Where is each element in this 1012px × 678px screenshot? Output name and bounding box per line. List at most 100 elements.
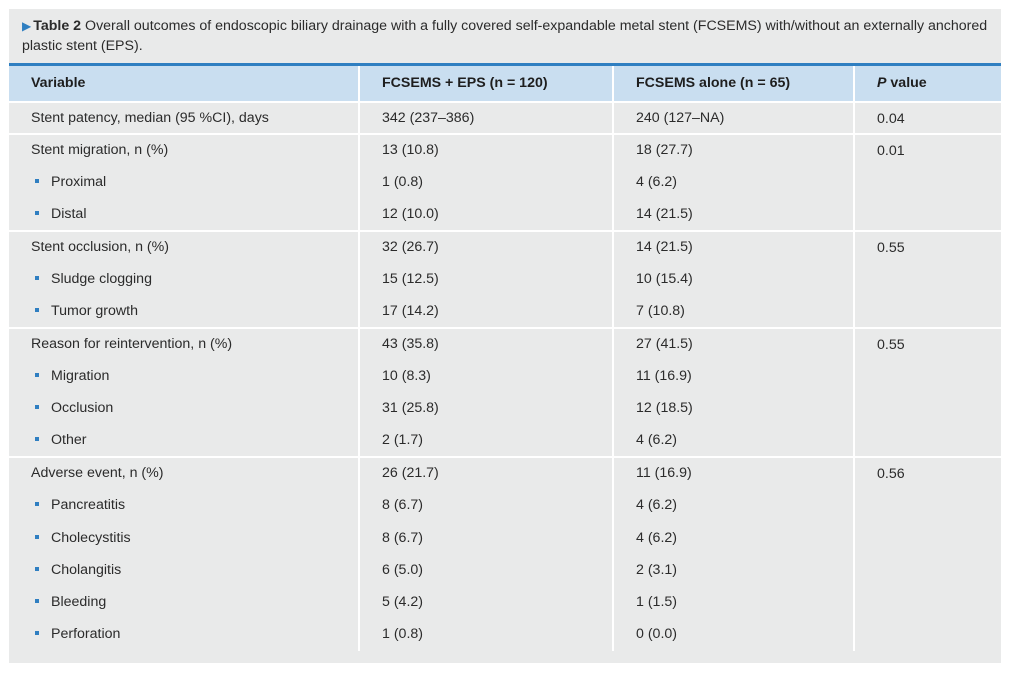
table-subrow: Cholangitis 6 (5.0) 2 (3.1) <box>9 553 1001 586</box>
row-p-value: 0.55 <box>853 326 1001 457</box>
subrow-fcsems-alone-value: 4 (6.2) <box>612 489 854 522</box>
subrow-fcsems-eps-value: 8 (6.7) <box>358 521 613 554</box>
row-fcsems-eps-value: 13 (10.8) <box>358 132 613 167</box>
bullet-icon <box>35 437 39 442</box>
subrow-label: Sludge clogging <box>51 271 152 288</box>
outcomes-table: Variable FCSEMS + EPS (n = 120) FCSEMS a… <box>9 63 1001 651</box>
row-fcsems-alone-value: 27 (41.5) <box>612 326 854 360</box>
table-row: Stent patency, median (95 %CI), days 342 … <box>9 100 1001 134</box>
subrow-fcsems-eps-value: 15 (12.5) <box>358 262 613 296</box>
table-subrow: Cholecystitis 8 (6.7) 4 (6.2) <box>9 521 1001 554</box>
subrow-fcsems-alone-value: 4 (6.2) <box>612 166 854 199</box>
subrow-label: Perforation <box>51 626 121 643</box>
subrow-fcsems-eps-value: 8 (6.7) <box>358 489 613 522</box>
row-variable: Reason for reintervention, n (%) <box>9 326 359 360</box>
table-subrow: Occlusion 31 (25.8) 12 (18.5) <box>9 392 1001 425</box>
subrow-label: Occlusion <box>51 400 114 417</box>
subrow-label: Other <box>51 432 87 449</box>
subrow-fcsems-alone-value: 11 (16.9) <box>612 359 854 393</box>
subrow-variable: Cholangitis <box>9 554 359 586</box>
row-variable: Adverse event, n (%) <box>9 455 359 490</box>
subrow-fcsems-alone-value: 4 (6.2) <box>612 521 854 554</box>
subrow-fcsems-alone-value: 12 (18.5) <box>612 392 854 425</box>
table-subrow: Distal 12 (10.0) 14 (21.5) <box>9 198 1001 231</box>
subrow-fcsems-alone-value: 10 (15.4) <box>612 262 854 296</box>
bullet-icon <box>35 307 39 312</box>
table-row: Reason for reintervention, n (%) 43 (35.8… <box>9 326 1001 457</box>
subrow-variable: Occlusion <box>9 392 359 424</box>
row-p-value: 0.55 <box>853 229 1001 328</box>
subrow-variable: Pancreatitis <box>9 489 359 521</box>
subrow-fcsems-eps-value: 10 (8.3) <box>358 359 613 393</box>
subrow-fcsems-alone-value: 0 (0.0) <box>612 618 854 651</box>
subrow-fcsems-eps-value: 17 (14.2) <box>358 295 613 328</box>
subrow-variable: Proximal <box>9 166 359 198</box>
row-variable: Stent patency, median (95 %CI), days <box>9 100 359 134</box>
header-fcsems-alone: FCSEMS alone (n = 65) <box>612 63 854 102</box>
header-variable: Variable <box>9 63 359 102</box>
row-fcsems-alone-value: 14 (21.5) <box>612 229 854 263</box>
subrow-label: Pancreatitis <box>51 497 126 514</box>
row-fcsems-eps-value: 26 (21.7) <box>358 455 613 490</box>
caption-arrow-icon: ▶ <box>22 19 32 33</box>
subrow-variable: Bleeding <box>9 586 359 618</box>
header-p-value: P value <box>853 63 1001 102</box>
subrow-variable: Other <box>9 424 359 456</box>
table-caption: ▶ Table 2 Overall outcomes of endoscopic … <box>22 16 990 56</box>
bullet-icon <box>35 599 39 604</box>
row-fcsems-eps-value: 32 (26.7) <box>358 229 613 263</box>
subrow-variable: Tumor growth <box>9 295 359 327</box>
row-variable: Stent occlusion, n (%) <box>9 229 359 263</box>
bullet-icon <box>35 502 39 507</box>
subrow-fcsems-alone-value: 7 (10.8) <box>612 295 854 328</box>
row-p-value: 0.01 <box>853 132 1001 231</box>
subrow-fcsems-eps-value: 1 (0.8) <box>358 618 613 651</box>
bullet-icon <box>35 373 39 378</box>
subrow-fcsems-eps-value: 5 (4.2) <box>358 585 613 619</box>
subrow-fcsems-alone-value: 2 (3.1) <box>612 553 854 586</box>
subrow-fcsems-eps-value: 31 (25.8) <box>358 392 613 425</box>
row-p-value: 0.56 <box>853 455 1001 651</box>
table-body: Stent patency, median (95 %CI), days 342 … <box>9 100 1001 651</box>
subrow-fcsems-alone-value: 1 (1.5) <box>612 585 854 619</box>
bullet-icon <box>35 566 39 571</box>
table-header-row: Variable FCSEMS + EPS (n = 120) FCSEMS a… <box>9 63 1001 102</box>
subrow-fcsems-alone-value: 14 (21.5) <box>612 198 854 231</box>
subrow-fcsems-eps-value: 1 (0.8) <box>358 166 613 199</box>
subrow-variable: Distal <box>9 198 359 230</box>
table-row: Stent occlusion, n (%) 32 (26.7) 14 (21.5)… <box>9 229 1001 328</box>
row-variable: Stent migration, n (%) <box>9 132 359 167</box>
subrow-label: Distal <box>51 206 87 223</box>
subrow-label: Tumor growth <box>51 302 138 319</box>
subrow-label: Bleeding <box>51 594 107 611</box>
row-p-value: 0.04 <box>853 100 1001 134</box>
subrow-variable: Migration <box>9 360 359 392</box>
table-subrow: Proximal 1 (0.8) 4 (6.2) <box>9 166 1001 199</box>
table-subrow: Sludge clogging 15 (12.5) 10 (15.4) <box>9 262 1001 296</box>
subrow-fcsems-alone-value: 4 (6.2) <box>612 424 854 457</box>
table-subrow: Tumor growth 17 (14.2) 7 (10.8) <box>9 295 1001 328</box>
header-fcsems-eps: FCSEMS + EPS (n = 120) <box>358 63 613 102</box>
table-subrow: Pancreatitis 8 (6.7) 4 (6.2) <box>9 489 1001 522</box>
table-subrow: Migration 10 (8.3) 11 (16.9) <box>9 359 1001 393</box>
bullet-icon <box>35 211 39 216</box>
subrow-fcsems-eps-value: 12 (10.0) <box>358 198 613 231</box>
table-subrow: Perforation 1 (0.8) 0 (0.0) <box>9 618 1001 651</box>
bullet-icon <box>35 534 39 539</box>
subrow-variable: Perforation <box>9 618 359 650</box>
bullet-icon <box>35 405 39 410</box>
subrow-label: Migration <box>51 368 110 385</box>
subrow-label: Cholangitis <box>51 561 122 578</box>
subrow-fcsems-eps-value: 6 (5.0) <box>358 553 613 586</box>
subrow-variable: Cholecystitis <box>9 521 359 553</box>
subrow-label: Cholecystitis <box>51 529 131 546</box>
row-fcsems-alone-value: 18 (27.7) <box>612 132 854 167</box>
subrow-label: Proximal <box>51 174 107 191</box>
bullet-icon <box>35 276 39 281</box>
bullet-icon <box>35 179 39 184</box>
table-subrow: Bleeding 5 (4.2) 1 (1.5) <box>9 585 1001 619</box>
subrow-fcsems-eps-value: 2 (1.7) <box>358 424 613 457</box>
bullet-icon <box>35 631 39 636</box>
row-fcsems-alone-value: 240 (127–NA) <box>612 100 854 134</box>
row-fcsems-eps-value: 342 (237–386) <box>358 100 613 134</box>
